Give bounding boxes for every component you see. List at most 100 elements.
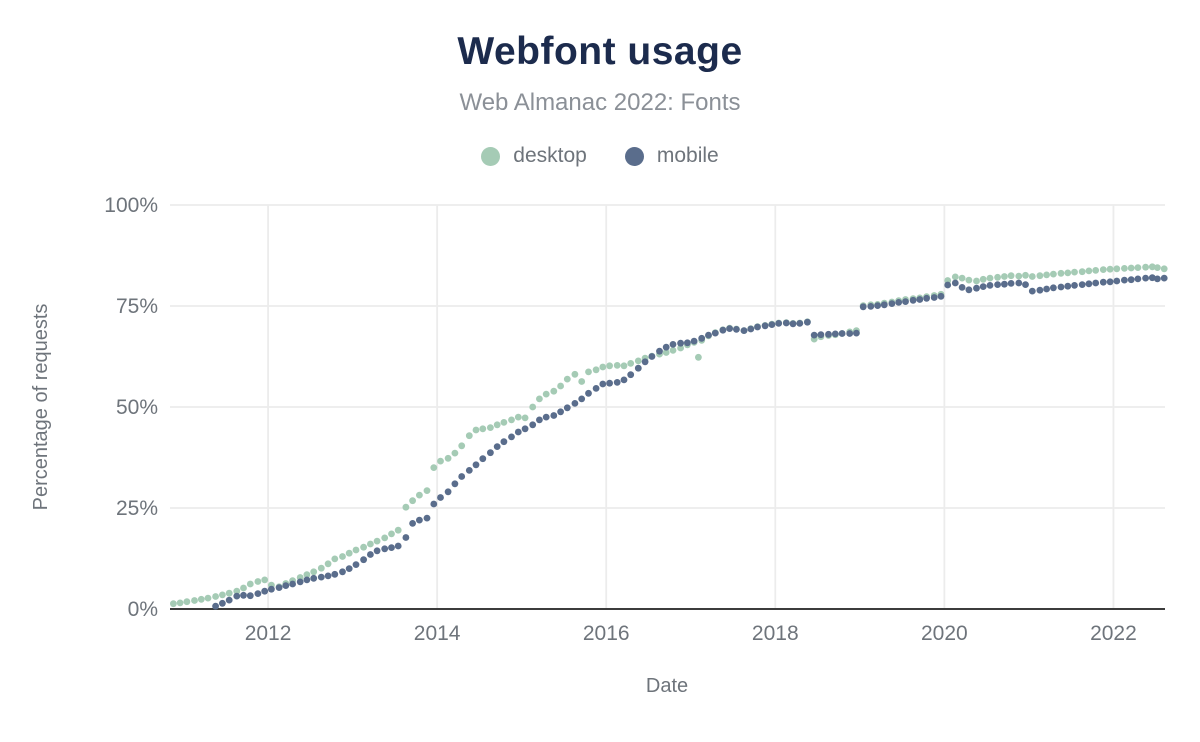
data-point-desktop	[303, 571, 311, 579]
legend-swatch-desktop-icon	[481, 146, 501, 166]
data-point-mobile	[373, 547, 381, 555]
data-point-mobile	[810, 331, 818, 339]
data-point-mobile	[1050, 284, 1057, 292]
data-point-desktop	[1015, 272, 1023, 280]
data-point-mobile	[465, 467, 473, 474]
data-point-desktop	[1127, 264, 1135, 272]
data-point-desktop	[1007, 272, 1015, 280]
data-point-desktop	[381, 534, 389, 542]
y-tick-label: 0%	[128, 598, 158, 621]
data-point-mobile	[761, 322, 769, 330]
data-point-desktop	[324, 560, 332, 568]
data-point-mobile	[853, 329, 860, 337]
data-point-mobile	[1092, 279, 1100, 287]
data-point-mobile	[782, 319, 790, 327]
data-point-mobile	[677, 339, 684, 347]
data-point-mobile	[324, 572, 332, 580]
data-point-desktop	[521, 414, 529, 422]
data-point-desktop	[254, 578, 262, 585]
data-point-desktop	[1099, 266, 1107, 273]
x-tick-label: 2014	[414, 622, 461, 645]
y-axis-title: Percentage of requests	[30, 304, 52, 511]
data-point-desktop	[1148, 263, 1156, 271]
data-point-mobile	[648, 353, 656, 360]
data-point-desktop	[345, 549, 353, 557]
data-point-desktop	[986, 274, 994, 282]
data-point-mobile	[1127, 276, 1135, 284]
data-point-mobile	[641, 358, 649, 366]
data-point-mobile	[958, 284, 966, 291]
data-point-mobile	[1148, 274, 1156, 282]
legend-label-desktop: desktop	[513, 144, 587, 167]
data-point-mobile	[1057, 283, 1065, 291]
data-point-desktop	[191, 597, 198, 604]
data-point-mobile	[916, 296, 924, 303]
data-point-mobile	[888, 300, 896, 307]
data-point-mobile	[514, 428, 522, 436]
data-point-mobile	[557, 408, 564, 416]
data-point-desktop	[634, 357, 642, 365]
data-point-desktop	[695, 353, 702, 361]
data-point-mobile	[804, 318, 811, 326]
data-point-mobile	[994, 281, 1001, 288]
data-point-mobile	[303, 576, 311, 584]
data-point-mobile	[1022, 281, 1029, 288]
chart-legend: desktop mobile	[0, 144, 1200, 168]
data-point-mobile	[1142, 274, 1149, 282]
data-point-desktop	[1043, 271, 1050, 279]
data-point-desktop	[571, 370, 579, 378]
data-point-mobile	[951, 279, 959, 287]
data-point-mobile	[711, 329, 719, 337]
data-point-desktop	[261, 576, 269, 584]
data-point-mobile	[705, 331, 712, 339]
data-point-desktop	[204, 594, 212, 602]
data-point-desktop	[1160, 265, 1168, 273]
data-point-desktop	[1134, 264, 1142, 271]
data-point-mobile	[796, 320, 804, 327]
data-point-mobile	[979, 283, 987, 290]
legend-item-mobile: mobile	[624, 144, 719, 168]
data-point-mobile	[1078, 281, 1086, 288]
data-point-desktop	[352, 546, 360, 554]
gridlines	[170, 204, 1165, 610]
data-point-mobile	[973, 284, 980, 292]
data-point-mobile	[550, 412, 558, 419]
data-point-desktop	[627, 360, 635, 367]
data-point-mobile	[296, 578, 304, 586]
data-point-mobile	[416, 516, 423, 524]
data-point-mobile	[986, 282, 994, 289]
data-point-desktop	[1001, 273, 1008, 280]
data-point-mobile	[930, 294, 938, 301]
data-point-mobile	[592, 385, 600, 392]
data-point-mobile	[402, 534, 410, 541]
data-point-mobile	[388, 544, 395, 551]
data-point-desktop	[423, 487, 431, 494]
data-point-desktop	[1057, 269, 1065, 277]
data-point-mobile	[775, 320, 783, 327]
data-point-desktop	[197, 595, 205, 603]
data-point-mobile	[902, 298, 909, 305]
data-point-mobile	[923, 294, 930, 302]
data-point-mobile	[261, 587, 269, 595]
data-point-desktop	[662, 349, 670, 356]
data-point-desktop	[500, 419, 508, 426]
data-point-mobile	[345, 565, 353, 572]
data-point-mobile	[825, 330, 832, 338]
data-point-mobile	[219, 599, 226, 607]
data-point-desktop	[592, 366, 600, 374]
data-point-mobile	[1121, 276, 1128, 284]
data-point-desktop	[1113, 265, 1121, 273]
data-point-desktop	[1142, 263, 1149, 271]
chart-title: Webfont usage	[457, 30, 743, 73]
data-point-mobile	[367, 551, 374, 558]
data-point-mobile	[409, 520, 416, 527]
data-point-mobile	[508, 433, 515, 441]
data-point-desktop	[451, 449, 459, 457]
data-point-desktop	[183, 598, 191, 606]
data-point-desktop	[360, 543, 367, 551]
data-point-mobile	[360, 556, 367, 564]
data-point-desktop	[508, 416, 515, 424]
data-point-desktop	[965, 276, 973, 284]
data-point-desktop	[388, 530, 395, 538]
data-point-desktop	[1121, 265, 1128, 272]
